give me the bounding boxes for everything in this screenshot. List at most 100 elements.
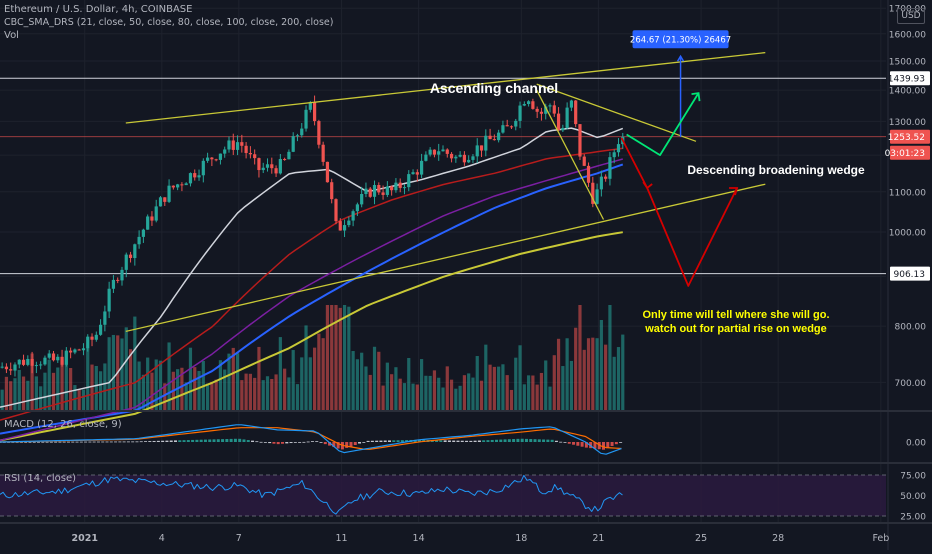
candle-body	[586, 165, 591, 183]
rsi-label: RSI (14, close)	[4, 473, 76, 484]
volume-bar	[103, 363, 107, 410]
candle-body	[227, 140, 231, 150]
macd-histogram-bar	[550, 439, 554, 442]
candle-body	[385, 186, 389, 195]
candle-body	[561, 127, 565, 131]
candle-body	[565, 107, 569, 128]
volume-bar	[377, 351, 381, 410]
volume-bar	[368, 374, 372, 410]
macd-histogram-bar	[268, 442, 272, 444]
volume-bar	[467, 373, 471, 410]
macd-histogram-bar	[156, 440, 160, 442]
candle-body	[30, 358, 34, 366]
rsi-tick-label: 25.00	[900, 513, 926, 523]
macd-histogram-bar	[62, 441, 66, 443]
price-tick-label: 1400.00	[889, 87, 926, 97]
symbol-title[interactable]: Ethereum / U.S. Dollar, 4h, COINBASE	[4, 4, 193, 15]
macd-histogram-bar	[392, 440, 396, 442]
macd-histogram-bar	[439, 440, 443, 442]
volume-bar	[214, 379, 218, 410]
volume-bar	[30, 353, 34, 410]
candle-body	[407, 174, 411, 188]
volume-bar	[253, 377, 257, 410]
volume-bar	[270, 378, 274, 410]
candle-body	[574, 100, 578, 125]
volume-indicator-label[interactable]: Vol	[4, 30, 19, 41]
macd-histogram-bar	[238, 438, 242, 442]
candle-body	[223, 149, 227, 154]
volume-bar	[608, 305, 612, 410]
candle-body	[462, 154, 467, 163]
sma-200-line	[0, 231, 623, 442]
macd-histogram-bar	[169, 440, 173, 442]
candle-body	[578, 124, 582, 157]
volume-bar	[475, 356, 479, 410]
volume-bar	[428, 375, 432, 410]
macd-histogram-bar	[96, 441, 100, 443]
candle-body	[154, 206, 158, 221]
candlesticks	[0, 95, 625, 377]
volume-bar	[518, 345, 522, 410]
volume-bar	[26, 380, 30, 410]
macd-histogram-bar	[161, 440, 165, 442]
time-tick-label: 2021	[72, 533, 98, 544]
currency-badge[interactable]: USD	[897, 8, 925, 24]
macd-histogram-bar	[614, 442, 618, 445]
volume-bar	[193, 367, 197, 410]
drawings[interactable]: 264.67 (21.30%) 26467	[125, 30, 766, 333]
volume-bar	[141, 374, 145, 410]
macd-histogram-bar	[58, 441, 62, 443]
volume-bar	[188, 347, 193, 410]
candle-body	[488, 135, 492, 140]
volume-bar	[441, 387, 445, 410]
macd-histogram-bar	[122, 441, 126, 443]
macd-histogram-bar	[507, 439, 511, 442]
volume-bar	[390, 374, 394, 410]
volume-bar	[111, 334, 116, 410]
horizontal-levels[interactable]	[0, 77, 886, 275]
grid-lines	[0, 0, 886, 522]
volume-bar	[505, 375, 509, 410]
macd-histogram-bar	[28, 441, 32, 443]
countdown-badge	[890, 145, 930, 160]
candle-body	[116, 279, 120, 281]
candle-body	[205, 157, 210, 161]
volume-bar	[47, 359, 51, 410]
macd-histogram-bar	[229, 438, 233, 442]
rsi-tick-label: 50.00	[900, 492, 926, 502]
annotation-ascending-channel: Ascending channel	[430, 80, 558, 96]
macd-histogram-bar	[336, 442, 340, 449]
level-price-label: 906.13	[894, 270, 926, 280]
macd-histogram-bar	[465, 440, 469, 442]
candle-body	[257, 158, 261, 171]
volume-bar	[582, 349, 586, 410]
volume-bar	[574, 327, 578, 410]
macd-histogram-bar	[285, 442, 289, 444]
time-tick-label: 7	[236, 533, 242, 544]
candle-body	[608, 157, 612, 179]
candle-body	[501, 125, 505, 133]
candle-body	[171, 185, 175, 188]
candle-body	[479, 145, 484, 151]
sma-indicator-label[interactable]: CBC_SMA_DRS (21, close, 50, close, 80, c…	[4, 17, 334, 28]
macd-histogram-bar	[576, 442, 580, 446]
candle-body	[432, 149, 437, 155]
volume-bar	[462, 375, 467, 410]
candle-body	[355, 204, 359, 212]
volume-bar	[556, 338, 561, 410]
volume-bar	[604, 344, 608, 410]
macd-histogram-bar	[362, 442, 366, 443]
volume-bar	[449, 379, 454, 410]
candle-body	[163, 197, 167, 202]
candle-body	[69, 350, 73, 353]
volume-bar	[163, 383, 167, 410]
volume-bar	[544, 360, 548, 410]
candle-body	[218, 153, 223, 160]
macd-histogram-bar	[71, 441, 75, 443]
measure-label-box	[632, 30, 729, 49]
macd-histogram-bar	[105, 441, 109, 443]
macd-histogram-bar	[405, 440, 409, 442]
macd-histogram-bar	[152, 440, 156, 442]
